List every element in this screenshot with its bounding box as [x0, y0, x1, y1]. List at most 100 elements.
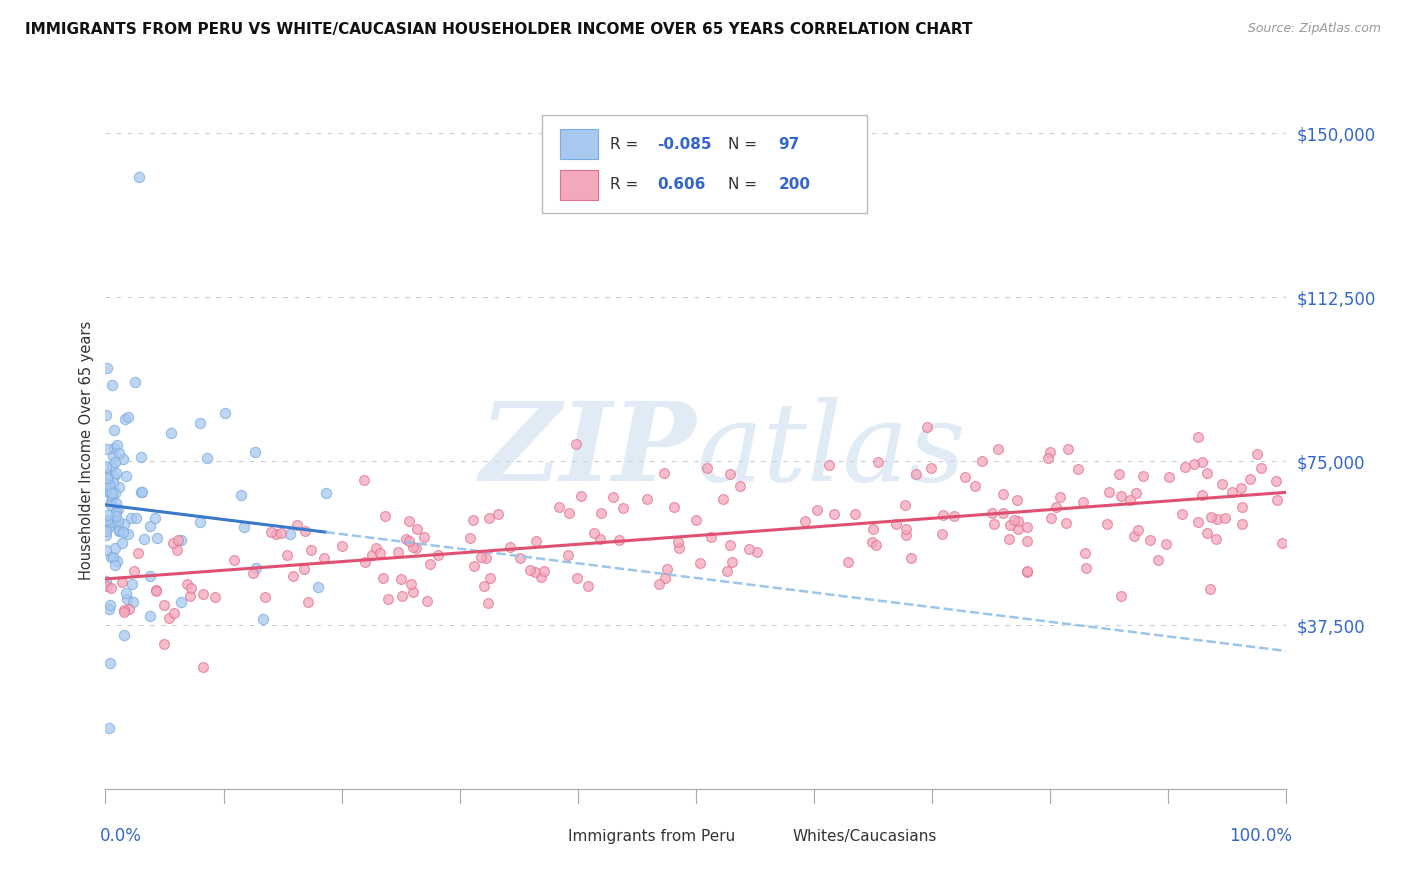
Text: Whites/Caucasians: Whites/Caucasians: [793, 829, 938, 844]
Point: [94, 524, 117, 538]
Point: [591, 506, 613, 520]
Point: [101, 486, 124, 500]
Point: [96, 520, 118, 534]
Point: [96, 360, 118, 375]
Point: [412, 530, 434, 544]
Point: [1111, 489, 1133, 503]
Text: IMMIGRANTS FROM PERU VS WHITE/CAUCASIAN HOUSEHOLDER INCOME OVER 65 YEARS CORRELA: IMMIGRANTS FROM PERU VS WHITE/CAUCASIAN …: [25, 22, 973, 37]
Text: Source: ZipAtlas.com: Source: ZipAtlas.com: [1247, 22, 1381, 36]
Point: [991, 486, 1014, 500]
Point: [104, 505, 127, 519]
Point: [983, 517, 1005, 532]
Point: [519, 563, 541, 577]
Point: [980, 507, 1002, 521]
Point: [138, 519, 160, 533]
Point: [583, 526, 606, 541]
Point: [307, 580, 329, 594]
Text: 0.606: 0.606: [657, 178, 706, 192]
Point: [894, 498, 917, 512]
Point: [96, 471, 118, 485]
Point: [1205, 532, 1227, 546]
Point: [100, 549, 122, 564]
Point: [117, 527, 139, 541]
Point: [105, 466, 128, 480]
Point: [1098, 485, 1121, 500]
Point: [666, 534, 689, 549]
Point: [894, 522, 917, 536]
Point: [486, 508, 509, 522]
Point: [806, 502, 828, 516]
Point: [98, 657, 121, 671]
Point: [96, 527, 118, 541]
Point: [1187, 515, 1209, 529]
Point: [1007, 522, 1029, 536]
Point: [100, 581, 122, 595]
Point: [395, 533, 418, 547]
Point: [122, 564, 145, 578]
Point: [558, 506, 581, 520]
Point: [557, 548, 579, 562]
Point: [97, 508, 120, 522]
Point: [823, 508, 845, 522]
Point: [107, 514, 129, 528]
Point: [112, 628, 135, 642]
Point: [860, 535, 883, 549]
Point: [837, 555, 859, 569]
Point: [1015, 566, 1038, 580]
Point: [1213, 511, 1236, 525]
Point: [191, 587, 214, 601]
Point: [426, 548, 449, 562]
Point: [668, 541, 690, 556]
Point: [1197, 466, 1219, 480]
Point: [134, 532, 156, 546]
Point: [391, 589, 413, 603]
Point: [576, 579, 599, 593]
Point: [1211, 476, 1233, 491]
Point: [547, 500, 569, 514]
Text: -0.085: -0.085: [657, 136, 711, 152]
Point: [607, 533, 630, 547]
Point: [281, 569, 304, 583]
Point: [115, 469, 138, 483]
Point: [1067, 461, 1090, 475]
Point: [401, 576, 423, 591]
Point: [100, 498, 122, 512]
Point: [105, 508, 128, 523]
Point: [374, 508, 396, 523]
Point: [105, 438, 128, 452]
Y-axis label: Householder Income Over 65 years: Householder Income Over 65 years: [79, 321, 94, 580]
Point: [180, 581, 202, 595]
Point: [1182, 458, 1205, 472]
Point: [689, 556, 711, 570]
Point: [963, 479, 986, 493]
Point: [1108, 467, 1130, 481]
Point: [260, 525, 283, 540]
Point: [1045, 500, 1067, 515]
Point: [112, 525, 135, 540]
Point: [96, 574, 118, 588]
Point: [991, 506, 1014, 520]
Point: [862, 522, 884, 536]
Point: [166, 533, 188, 548]
Point: [157, 611, 180, 625]
Point: [654, 572, 676, 586]
Point: [1198, 582, 1220, 597]
Point: [103, 423, 125, 437]
Point: [204, 590, 226, 604]
Point: [100, 378, 122, 392]
FancyBboxPatch shape: [543, 115, 868, 213]
Point: [371, 571, 394, 585]
Point: [252, 612, 274, 626]
Point: [1230, 517, 1253, 532]
Point: [987, 442, 1010, 456]
Point: [1076, 561, 1098, 575]
Point: [103, 549, 125, 564]
Point: [942, 509, 965, 524]
Point: [463, 558, 485, 573]
Point: [1002, 514, 1025, 528]
Point: [589, 532, 612, 546]
Point: [360, 548, 382, 562]
Point: [315, 486, 337, 500]
Point: [533, 564, 555, 578]
Point: [107, 519, 129, 533]
